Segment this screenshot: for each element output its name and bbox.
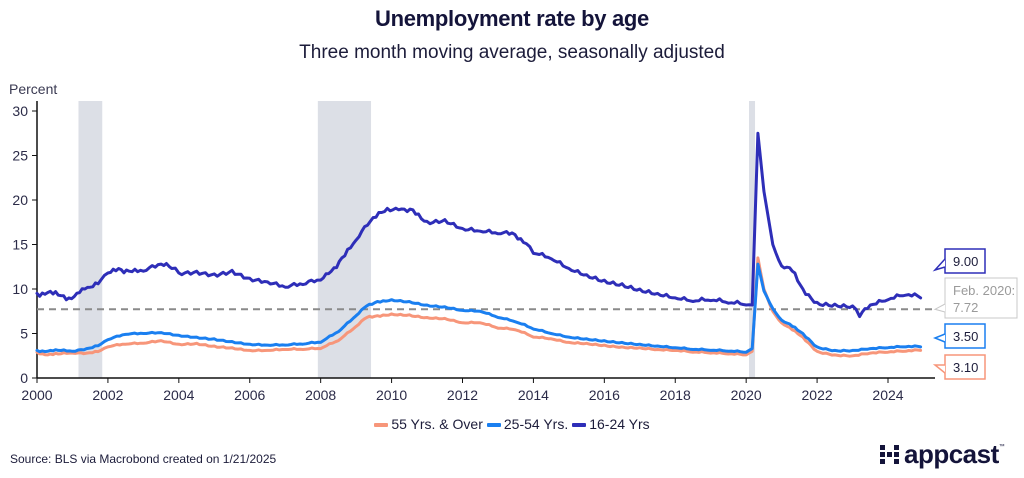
x-tick-label: 2002 bbox=[92, 387, 123, 403]
callout-label: 3.10 bbox=[953, 360, 978, 375]
value-callouts: 9.00 Feb. 2020: 7.72 3.50 3.10 bbox=[932, 248, 1018, 380]
appcast-logo: appcast ™ bbox=[880, 441, 1005, 467]
y-axis-label: Percent bbox=[9, 81, 57, 97]
x-tick-label: 2014 bbox=[518, 387, 549, 403]
y-tick-label: 30 bbox=[12, 103, 28, 119]
legend-item: 16-24 Yrs bbox=[572, 416, 650, 432]
recession-band bbox=[78, 101, 103, 378]
x-tick-label: 2008 bbox=[305, 387, 336, 403]
callout-pointer bbox=[932, 258, 946, 272]
callout-box bbox=[944, 248, 986, 274]
legend-label: 16-24 Yrs bbox=[589, 416, 650, 432]
callout-label: 7.72 bbox=[953, 300, 978, 315]
callout-pointer bbox=[933, 303, 946, 313]
legend-label: 25-54 Yrs. bbox=[503, 416, 569, 432]
series-line-55-yrs-over bbox=[35, 256, 923, 358]
y-tick-label: 5 bbox=[20, 326, 28, 342]
y-tick-label: 25 bbox=[12, 148, 28, 164]
legend-item: 55 Yrs. & Over bbox=[374, 416, 483, 432]
x-tick-label: 2016 bbox=[589, 387, 620, 403]
x-tick-label: 2018 bbox=[660, 387, 691, 403]
y-tick-label: 20 bbox=[12, 192, 28, 208]
callout-box bbox=[944, 277, 1018, 319]
value-callout: 9.00 bbox=[932, 248, 986, 274]
logo-text: appcast bbox=[904, 439, 999, 469]
recession-bands bbox=[78, 101, 756, 378]
value-callout: 3.10 bbox=[932, 354, 986, 380]
x-axis: 2000 2002 2004 2006 2008 2010 2012 2014 2016 2018… bbox=[21, 377, 935, 403]
y-axis: 0 5 10 15 20 25 30 bbox=[12, 101, 38, 386]
y-tick-label: 0 bbox=[20, 370, 28, 386]
callout-pointer bbox=[932, 333, 946, 343]
legend-swatch bbox=[486, 423, 501, 428]
x-tick-label: 2006 bbox=[234, 387, 265, 403]
series-line-25-54-yrs bbox=[35, 262, 923, 354]
legend-swatch bbox=[572, 423, 587, 428]
legend-swatch bbox=[374, 423, 389, 428]
value-callout: Feb. 2020: 7.72 bbox=[933, 277, 1018, 319]
x-tick-label: 2022 bbox=[802, 387, 833, 403]
y-tick-label: 15 bbox=[12, 237, 28, 253]
x-tick-label: 2000 bbox=[21, 387, 52, 403]
callout-label: 9.00 bbox=[953, 254, 978, 269]
legend-item: 25-54 Yrs. bbox=[486, 416, 569, 432]
recession-band bbox=[749, 101, 756, 378]
callout-box bbox=[944, 354, 986, 380]
y-tick-label: 10 bbox=[12, 281, 28, 297]
logo-mark-icon bbox=[880, 444, 899, 464]
legend-label: 55 Yrs. & Over bbox=[391, 416, 483, 432]
chart-subtitle: Three month moving average, seasonally a… bbox=[299, 42, 725, 63]
legend: 55 Yrs. & Over 25-54 Yrs. 16-24 Yrs bbox=[0, 416, 1024, 432]
x-tick-label: 2004 bbox=[163, 387, 194, 403]
series-line-16-24-yrs bbox=[35, 131, 923, 319]
logo-trademark: ™ bbox=[998, 444, 1005, 450]
x-tick-label: 2010 bbox=[376, 387, 407, 403]
x-tick-label: 2024 bbox=[872, 387, 903, 403]
callout-label: 3.50 bbox=[953, 329, 978, 344]
callout-box bbox=[944, 323, 986, 349]
series-lines bbox=[35, 131, 923, 358]
x-tick-label: 2012 bbox=[447, 387, 478, 403]
x-tick-label: 2020 bbox=[731, 387, 762, 403]
source-note: Source: BLS via Macrobond created on 1/2… bbox=[10, 452, 277, 466]
callout-pointer bbox=[932, 364, 946, 374]
recession-band bbox=[317, 101, 372, 378]
chart-title: Unemployment rate by age bbox=[375, 6, 649, 31]
value-callout: 3.50 bbox=[932, 323, 986, 349]
callout-label: Feb. 2020: bbox=[953, 283, 1015, 298]
